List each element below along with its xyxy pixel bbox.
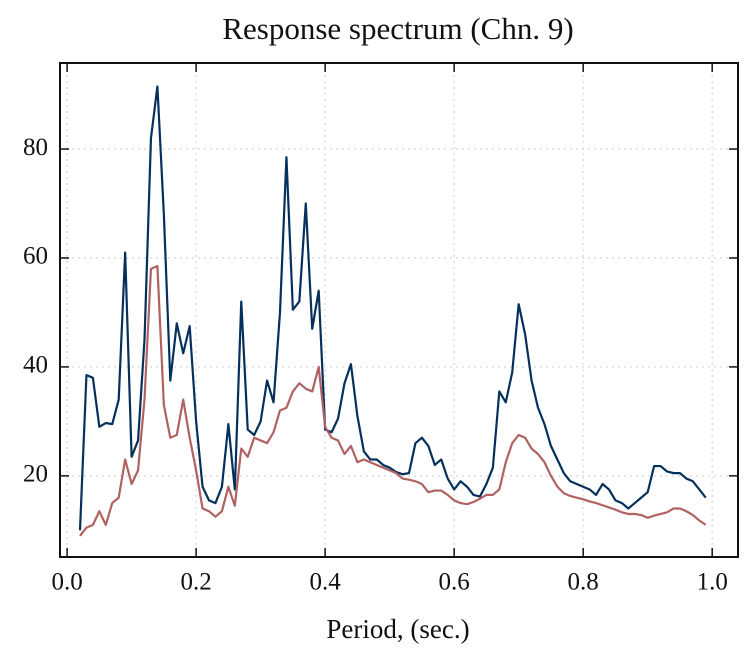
data-line <box>78 85 707 531</box>
x-tick-label: 0.2 <box>180 569 211 596</box>
x-tick-label: 0.4 <box>310 569 342 596</box>
y-tick-label: 80 <box>23 134 48 161</box>
y-tick-label: 60 <box>23 243 48 270</box>
y-tick-label: 40 <box>23 352 48 379</box>
x-axis-label: Period, (sec.) <box>326 614 469 644</box>
data-line <box>79 265 707 537</box>
plot-frame <box>59 62 739 558</box>
x-tick-label: 0.8 <box>568 569 599 596</box>
x-tick-label: 1.0 <box>697 569 728 596</box>
chart-title: Response spectrum (Chn. 9) <box>222 11 573 46</box>
y-tick-label: 20 <box>23 461 48 488</box>
x-tick-label: 0.0 <box>51 569 82 596</box>
x-tick-label: 0.6 <box>439 569 470 596</box>
